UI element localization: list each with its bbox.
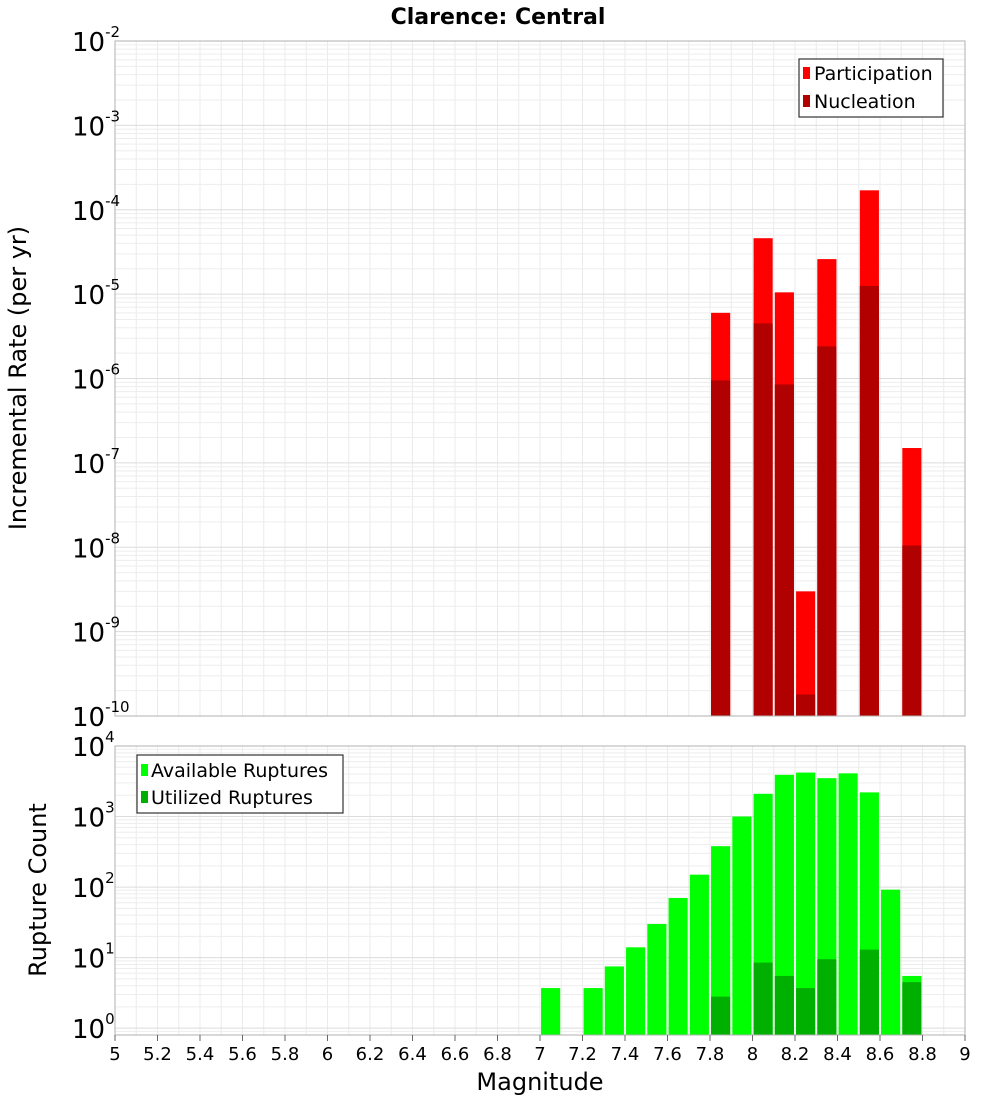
legend-label-available: Available Ruptures <box>151 760 328 782</box>
count-bar-utilized-ruptures <box>859 949 879 1035</box>
rate-legend-box <box>798 58 944 118</box>
x-tick-label: 5.6 <box>228 1044 257 1065</box>
x-tick-label: 5.8 <box>271 1044 300 1065</box>
count-y-axis-label: Rupture Count <box>24 803 52 977</box>
rate-panel: 10-2 10-3 10-4 10-5 10-6 10-7 10-8 10-9 10-10 In… <box>4 23 966 733</box>
x-tick-label: 8 <box>747 1044 758 1065</box>
rate-bar-nucleation <box>753 323 773 716</box>
count-panel: 104 103 102 101 100 5 5.2 5.4 5.6 5.8 6 6.2 6.4 6.6 6… <box>24 728 971 1096</box>
count-legend-box <box>136 754 344 814</box>
count-bar-utilized-ruptures <box>774 975 794 1035</box>
count-bar-available-ruptures <box>796 772 816 1035</box>
count-y-tick-label: 103 <box>72 799 115 834</box>
rate-y-tick-label: 10-9 <box>72 614 120 649</box>
rate-plot-border <box>114 40 966 717</box>
rate-y-tick-label: 10-4 <box>72 192 120 227</box>
x-tick-label: 8.4 <box>823 1044 852 1065</box>
rate-y-axis-label: Incremental Rate (per yr) <box>4 226 32 530</box>
x-axis-label: Magnitude <box>476 1068 603 1096</box>
x-tick-label: 8.6 <box>866 1044 895 1065</box>
x-tick-label: 8.8 <box>908 1044 937 1065</box>
x-tick-label: 6.2 <box>356 1044 385 1065</box>
rate-y-tick-label: 10-8 <box>72 529 120 564</box>
count-bar-available-ruptures <box>838 773 858 1035</box>
rate-bar-nucleation <box>817 346 837 716</box>
count-bar-utilized-ruptures <box>817 959 837 1035</box>
count-bar-available-ruptures <box>668 898 688 1035</box>
x-tick-label: 7.2 <box>568 1044 597 1065</box>
count-y-tick-label: 100 <box>72 1010 115 1045</box>
rate-bar-nucleation <box>859 285 879 716</box>
rate-y-ticks: 10-2 10-3 10-4 10-5 10-6 10-7 10-8 10-9 10-10 <box>72 23 130 733</box>
count-y-tick-label: 101 <box>72 940 115 975</box>
rate-grid <box>114 40 966 717</box>
count-bar-utilized-ruptures <box>902 982 922 1035</box>
rate-bar-nucleation <box>711 380 731 716</box>
count-bar-available-ruptures <box>626 947 646 1035</box>
rate-bar-nucleation <box>774 384 794 716</box>
legend-label-utilized: Utilized Ruptures <box>151 787 313 809</box>
legend-label-participation: Participation <box>814 63 933 85</box>
x-tick-label: 7.8 <box>696 1044 725 1065</box>
count-bar-available-ruptures <box>881 889 901 1035</box>
rate-y-tick-label: 10-10 <box>72 698 130 733</box>
rate-bar-participation <box>796 591 816 716</box>
rate-y-tick-label: 10-6 <box>72 361 120 396</box>
x-tick-label: 6.4 <box>398 1044 427 1065</box>
legend-swatch-available <box>141 764 148 776</box>
count-bar-utilized-ruptures <box>711 996 731 1035</box>
legend-swatch-participation <box>803 67 810 79</box>
rate-y-tick-label: 10-3 <box>72 107 120 142</box>
count-y-ticks: 104 103 102 101 100 <box>72 728 115 1045</box>
rate-y-tick-label: 10-7 <box>72 445 120 480</box>
count-y-tick-label: 102 <box>72 869 115 904</box>
x-tick-label: 5.4 <box>186 1044 215 1065</box>
count-bar-available-ruptures <box>541 988 561 1035</box>
count-bar-utilized-ruptures <box>796 988 816 1035</box>
x-tick-label: 6 <box>322 1044 333 1065</box>
count-bar-available-ruptures <box>583 988 603 1035</box>
legend-swatch-nucleation <box>803 95 810 107</box>
x-tick-label: 7.4 <box>611 1044 640 1065</box>
count-bar-available-ruptures <box>732 816 752 1035</box>
count-bar-utilized-ruptures <box>753 962 773 1035</box>
x-tick-label: 9 <box>959 1044 970 1065</box>
count-legend: Available Ruptures Utilized Ruptures <box>136 754 344 814</box>
count-bar-available-ruptures <box>604 966 624 1035</box>
rate-y-tick-label: 10-5 <box>72 276 120 311</box>
x-tick-label: 6.6 <box>441 1044 470 1065</box>
x-tick-label: 5.2 <box>143 1044 172 1065</box>
count-bars <box>541 772 922 1035</box>
rate-y-tick-label: 10-2 <box>72 23 120 58</box>
count-bar-available-ruptures <box>647 923 667 1035</box>
count-x-ticks: 5 5.2 5.4 5.6 5.8 6 6.2 6.4 6.6 6.8 7 7.2 7.4 7.6 7.8 8… <box>109 1035 971 1065</box>
x-tick-label: 5 <box>109 1044 120 1065</box>
rate-bar-nucleation <box>796 694 816 716</box>
chart-title: Clarence: Central <box>391 5 606 30</box>
count-y-tick-label: 104 <box>72 728 115 763</box>
legend-label-nucleation: Nucleation <box>814 91 916 113</box>
x-tick-label: 6.8 <box>483 1044 512 1065</box>
legend-swatch-utilized <box>141 791 148 803</box>
count-bar-available-ruptures <box>689 874 709 1035</box>
count-bar-available-ruptures <box>711 846 731 1035</box>
rate-legend: Participation Nucleation <box>798 58 944 118</box>
rate-bars <box>711 190 922 716</box>
rate-bar-nucleation <box>902 545 922 716</box>
x-tick-label: 7.6 <box>653 1044 682 1065</box>
x-tick-label: 7 <box>534 1044 545 1065</box>
count-bar-available-ruptures <box>774 774 794 1035</box>
x-tick-label: 8.2 <box>781 1044 810 1065</box>
